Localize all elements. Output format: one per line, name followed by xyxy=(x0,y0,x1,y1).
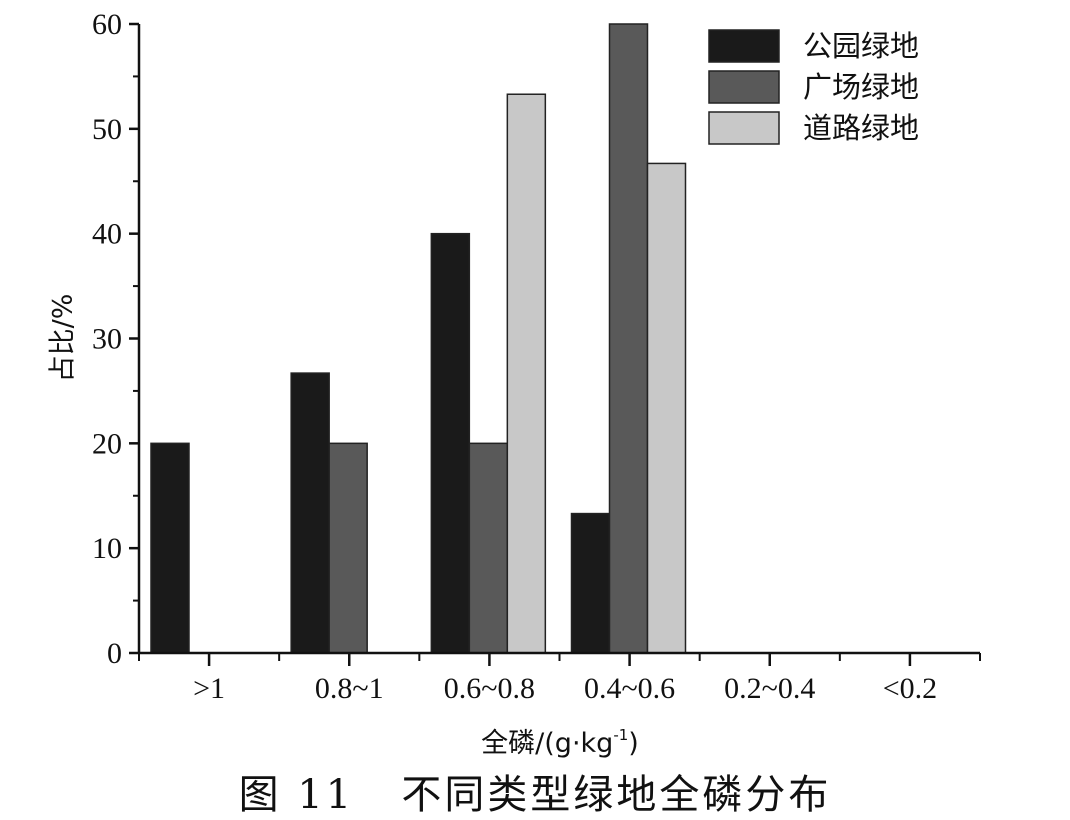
x-tick-label: 0.4~0.6 xyxy=(584,672,675,705)
bar xyxy=(430,232,471,654)
y-tick-label: 10 xyxy=(92,532,122,565)
x-ticks: >1 0.8~1 0.6~0.8 0.4~0.6 0.2~0.4 <0.2 xyxy=(138,653,981,705)
x-tick-label: 0.6~0.8 xyxy=(444,672,535,705)
bar xyxy=(608,23,649,654)
figure-caption: 图 11 不同类型绿地全磷分布 xyxy=(239,772,832,818)
bar xyxy=(468,442,509,654)
x-tick-label: <0.2 xyxy=(883,672,937,705)
legend-label: 公园绿地 xyxy=(803,29,919,63)
legend-swatch xyxy=(708,70,780,104)
bar xyxy=(646,162,687,654)
y-ticks: 0 10 20 30 40 50 60 xyxy=(92,8,139,670)
y-tick-label: 40 xyxy=(92,218,122,251)
x-axis-title: 全磷/(g·kg-1) xyxy=(481,726,639,759)
y-axis-title: 占比/% xyxy=(48,294,79,383)
bar xyxy=(328,442,368,654)
bars-layer xyxy=(150,23,687,654)
bar xyxy=(570,512,611,654)
y-tick-label: 50 xyxy=(92,113,122,146)
legend-swatch xyxy=(708,29,780,63)
legend-swatch xyxy=(708,111,780,145)
y-tick-label: 30 xyxy=(92,323,122,356)
y-tick-label: 0 xyxy=(107,637,122,670)
x-tick-label: 0.8~1 xyxy=(315,672,384,705)
y-tick-label: 20 xyxy=(92,427,122,460)
y-tick-label: 60 xyxy=(92,8,122,41)
legend-label: 广场绿地 xyxy=(803,70,919,104)
x-tick-label: >1 xyxy=(193,672,225,705)
bar xyxy=(150,442,190,654)
legend-label: 道路绿地 xyxy=(803,111,919,145)
bar xyxy=(506,93,547,654)
bar xyxy=(290,372,330,654)
x-tick-label: 0.2~0.4 xyxy=(724,672,815,705)
